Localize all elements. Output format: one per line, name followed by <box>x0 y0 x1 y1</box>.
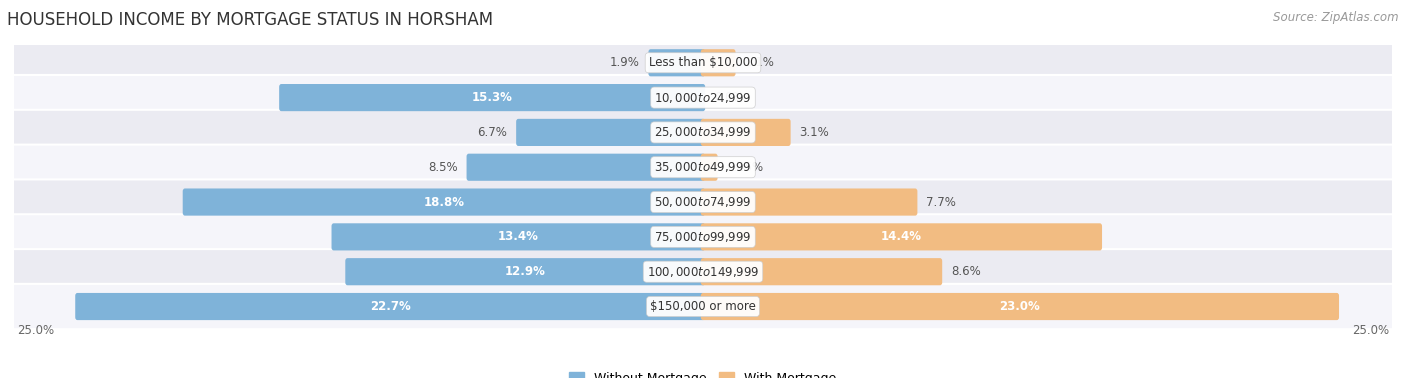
FancyBboxPatch shape <box>10 145 1396 190</box>
Text: 14.4%: 14.4% <box>882 230 922 243</box>
FancyBboxPatch shape <box>10 75 1396 120</box>
Legend: Without Mortgage, With Mortgage: Without Mortgage, With Mortgage <box>564 367 842 378</box>
Text: 8.5%: 8.5% <box>427 161 458 174</box>
Text: 8.6%: 8.6% <box>950 265 981 278</box>
FancyBboxPatch shape <box>183 189 706 215</box>
Text: 6.7%: 6.7% <box>478 126 508 139</box>
FancyBboxPatch shape <box>700 49 735 76</box>
Text: 1.9%: 1.9% <box>610 56 640 69</box>
FancyBboxPatch shape <box>346 258 706 285</box>
Text: 25.0%: 25.0% <box>1353 324 1389 338</box>
Text: 3.1%: 3.1% <box>800 126 830 139</box>
Text: $25,000 to $34,999: $25,000 to $34,999 <box>654 125 752 139</box>
Text: 15.3%: 15.3% <box>472 91 513 104</box>
Text: $35,000 to $49,999: $35,000 to $49,999 <box>654 160 752 174</box>
Text: 13.4%: 13.4% <box>498 230 538 243</box>
FancyBboxPatch shape <box>10 180 1396 225</box>
FancyBboxPatch shape <box>280 84 706 111</box>
Text: 18.8%: 18.8% <box>423 195 464 209</box>
Text: $150,000 or more: $150,000 or more <box>650 300 756 313</box>
FancyBboxPatch shape <box>700 258 942 285</box>
Text: 7.7%: 7.7% <box>927 195 956 209</box>
Text: $10,000 to $24,999: $10,000 to $24,999 <box>654 91 752 105</box>
FancyBboxPatch shape <box>700 223 1102 251</box>
Text: $50,000 to $74,999: $50,000 to $74,999 <box>654 195 752 209</box>
FancyBboxPatch shape <box>332 223 706 251</box>
Text: 0.45%: 0.45% <box>727 161 763 174</box>
FancyBboxPatch shape <box>700 153 717 181</box>
FancyBboxPatch shape <box>10 110 1396 155</box>
FancyBboxPatch shape <box>76 293 706 320</box>
Text: 25.0%: 25.0% <box>17 324 53 338</box>
FancyBboxPatch shape <box>10 214 1396 260</box>
FancyBboxPatch shape <box>10 40 1396 85</box>
FancyBboxPatch shape <box>10 284 1396 329</box>
Text: 12.9%: 12.9% <box>505 265 546 278</box>
Text: Less than $10,000: Less than $10,000 <box>648 56 758 69</box>
Text: 0.0%: 0.0% <box>714 91 744 104</box>
Text: Source: ZipAtlas.com: Source: ZipAtlas.com <box>1274 11 1399 24</box>
Text: 22.7%: 22.7% <box>370 300 411 313</box>
Text: $100,000 to $149,999: $100,000 to $149,999 <box>647 265 759 279</box>
FancyBboxPatch shape <box>648 49 706 76</box>
FancyBboxPatch shape <box>700 189 917 215</box>
FancyBboxPatch shape <box>10 249 1396 294</box>
FancyBboxPatch shape <box>516 119 706 146</box>
FancyBboxPatch shape <box>700 119 790 146</box>
FancyBboxPatch shape <box>700 293 1339 320</box>
FancyBboxPatch shape <box>467 153 706 181</box>
Text: $75,000 to $99,999: $75,000 to $99,999 <box>654 230 752 244</box>
Text: HOUSEHOLD INCOME BY MORTGAGE STATUS IN HORSHAM: HOUSEHOLD INCOME BY MORTGAGE STATUS IN H… <box>7 11 494 29</box>
Text: 23.0%: 23.0% <box>1000 300 1040 313</box>
Text: 1.1%: 1.1% <box>744 56 775 69</box>
